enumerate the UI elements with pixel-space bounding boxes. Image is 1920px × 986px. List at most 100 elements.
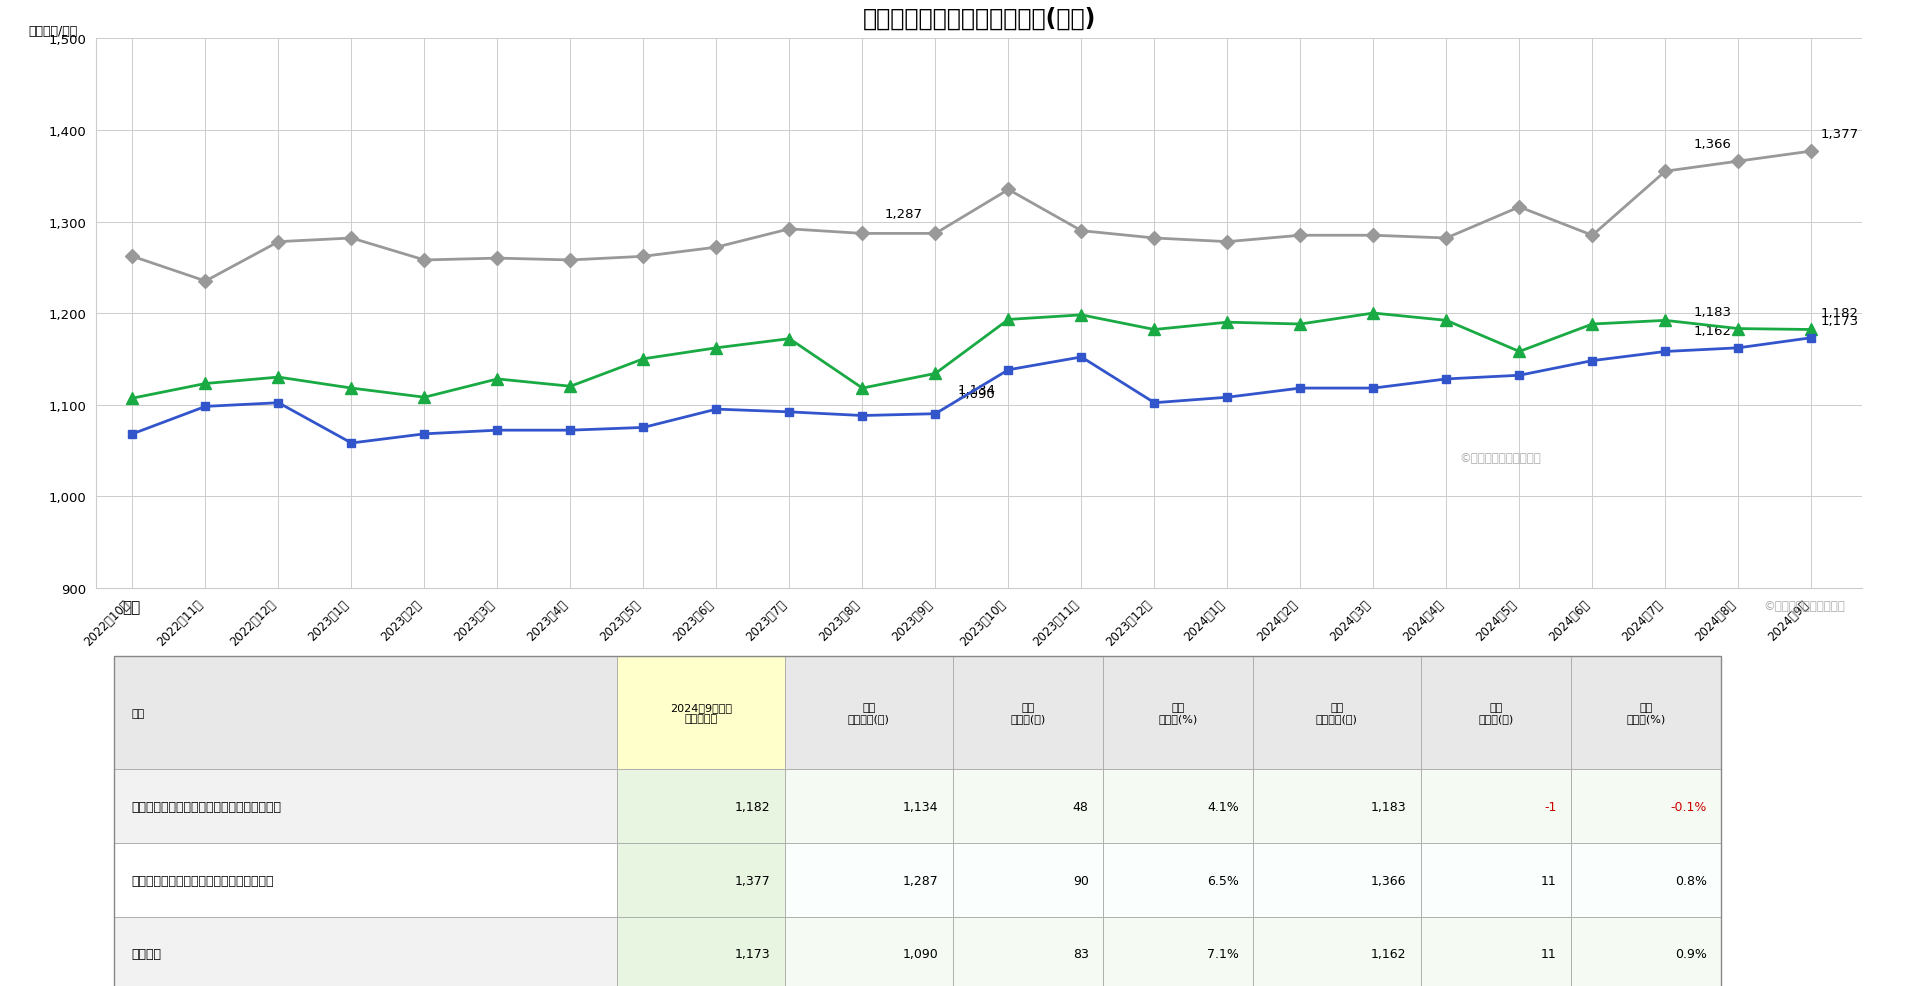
Text: 2024年9月平均
時給（円）: 2024年9月平均 時給（円） (670, 702, 732, 724)
Line: 物流作業: 物流作業 (129, 334, 1816, 448)
Bar (113, 843, 616, 917)
Text: 1,182: 1,182 (1820, 307, 1859, 319)
構内作業・フォークリフト (1215, 237, 1238, 248)
Text: 1,287: 1,287 (902, 874, 939, 886)
Bar (1571, 843, 1720, 917)
ドライバー（中型・大型・バス・タクシー） (340, 383, 363, 394)
Text: 1,173: 1,173 (1820, 315, 1859, 327)
物流作業 (1361, 383, 1384, 394)
構内作業・フォークリフト (1653, 166, 1676, 177)
構内作業・フォークリフト (778, 224, 801, 236)
Bar (952, 769, 1102, 843)
Text: 構内作業（フォークリフト等オペレータ）: 構内作業（フォークリフト等オペレータ） (131, 874, 275, 886)
Bar (1421, 769, 1571, 843)
物流作業 (1507, 370, 1530, 382)
Text: 単位：円/時間: 単位：円/時間 (29, 25, 79, 37)
ドライバー（中型・大型・バス・タクシー） (1507, 346, 1530, 358)
Bar (952, 843, 1102, 917)
Bar (113, 656, 616, 769)
ドライバー（中型・大型・バス・タクシー） (1361, 308, 1384, 319)
ドライバー（中型・大型・バス・タクシー） (559, 381, 582, 392)
Text: 1,090: 1,090 (958, 387, 995, 400)
Text: 1,183: 1,183 (1371, 800, 1407, 812)
Bar (1421, 917, 1571, 986)
物流作業 (924, 408, 947, 420)
Bar (785, 656, 952, 769)
ドライバー（中型・大型・バス・タクシー） (1069, 310, 1092, 321)
Text: ©船井総研ロジ株式会社: ©船井総研ロジ株式会社 (1459, 452, 1542, 465)
構内作業・フォークリフト (1361, 230, 1384, 242)
構内作業・フォークリフト (996, 184, 1020, 196)
構内作業・フォークリフト (705, 242, 728, 253)
Text: 東海: 東海 (123, 599, 140, 614)
Bar (952, 656, 1102, 769)
ドライバー（中型・大型・バス・タクシー） (1288, 318, 1311, 330)
Text: 90: 90 (1073, 874, 1089, 886)
Text: 1,162: 1,162 (1693, 324, 1732, 337)
構内作業・フォークリフト (924, 228, 947, 240)
物流作業 (632, 422, 655, 434)
Line: 構内作業・フォークリフト: 構内作業・フォークリフト (127, 147, 1816, 287)
Bar (1571, 917, 1720, 986)
Title: アルバイト・パート平均時給(東海): アルバイト・パート平均時給(東海) (862, 7, 1096, 31)
ドライバー（中型・大型・バス・タクシー） (194, 379, 217, 390)
物流作業 (851, 410, 874, 422)
Text: 前年
平均時給(円): 前年 平均時給(円) (849, 702, 889, 724)
Text: 4.1%: 4.1% (1208, 800, 1238, 812)
構内作業・フォークリフト (486, 253, 509, 265)
ドライバー（中型・大型・バス・タクシー） (1580, 318, 1603, 330)
構内作業・フォークリフト (1799, 146, 1822, 158)
構内作業・フォークリフト (1580, 230, 1603, 242)
Text: 前月
増減率(%): 前月 増減率(%) (1626, 702, 1667, 724)
Line: ドライバー（中型・大型・バス・タクシー）: ドライバー（中型・大型・バス・タクシー） (127, 309, 1816, 404)
構内作業・フォークリフト (1142, 233, 1165, 245)
Text: 物流作業: 物流作業 (131, 948, 161, 960)
Text: 1,377: 1,377 (1820, 128, 1859, 141)
Text: 11: 11 (1542, 874, 1557, 886)
ドライバー（中型・大型・バス・タクシー） (413, 391, 436, 403)
構内作業・フォークリフト (413, 254, 436, 266)
物流作業 (413, 429, 436, 441)
Bar (1571, 769, 1720, 843)
ドライバー（中型・大型・バス・タクシー） (486, 374, 509, 386)
ドライバー（中型・大型・バス・タクシー） (267, 372, 290, 384)
ドライバー（中型・大型・バス・タクシー） (1653, 316, 1676, 327)
構内作業・フォークリフト (194, 276, 217, 288)
Text: 7.1%: 7.1% (1208, 948, 1238, 960)
ドライバー（中型・大型・バス・タクシー） (121, 392, 144, 404)
Bar (1254, 769, 1421, 843)
Text: 1,183: 1,183 (1693, 306, 1732, 318)
Text: ドライバー（中型・大型・バス・タクシー）: ドライバー（中型・大型・バス・タクシー） (131, 800, 282, 812)
Text: 1,134: 1,134 (958, 384, 995, 396)
ドライバー（中型・大型・バス・タクシー） (778, 333, 801, 345)
ドライバー（中型・大型・バス・タクシー） (1434, 316, 1457, 327)
物流作業 (194, 401, 217, 413)
ドライバー（中型・大型・バス・タクシー） (705, 342, 728, 354)
Bar (1421, 843, 1571, 917)
Text: 1,366: 1,366 (1693, 138, 1732, 151)
Bar (1254, 843, 1421, 917)
Text: 1,090: 1,090 (902, 948, 939, 960)
物流作業 (1653, 346, 1676, 358)
Text: -1: -1 (1544, 800, 1557, 812)
物流作業 (340, 438, 363, 450)
Bar (616, 843, 785, 917)
Text: 前年
増減額(円): 前年 増減額(円) (1010, 702, 1044, 724)
Text: 48: 48 (1073, 800, 1089, 812)
構内作業・フォークリフト (1434, 233, 1457, 245)
Bar (1254, 656, 1421, 769)
ドライバー（中型・大型・バス・タクシー） (1142, 324, 1165, 336)
構内作業・フォークリフト (340, 233, 363, 245)
Text: 1,366: 1,366 (1371, 874, 1407, 886)
Bar (1102, 843, 1254, 917)
ドライバー（中型・大型・バス・タクシー） (632, 354, 655, 366)
物流作業 (121, 429, 144, 441)
Bar (1254, 917, 1421, 986)
Bar (785, 769, 952, 843)
物流作業 (996, 365, 1020, 377)
ドライバー（中型・大型・バス・タクシー） (1726, 323, 1749, 335)
Bar (785, 843, 952, 917)
ドライバー（中型・大型・バス・タクシー） (1799, 324, 1822, 336)
Bar (785, 917, 952, 986)
構内作業・フォークリフト (1507, 202, 1530, 214)
